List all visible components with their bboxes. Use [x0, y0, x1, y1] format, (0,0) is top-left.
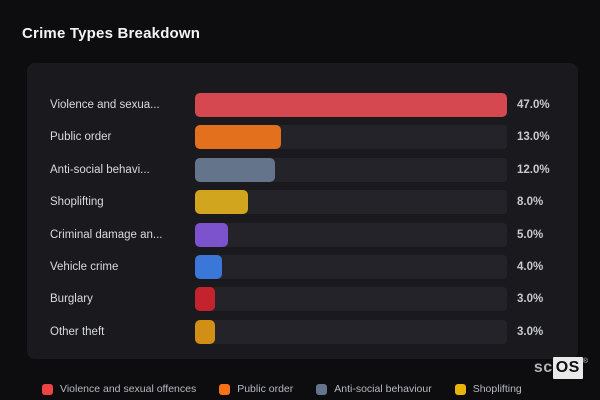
legend-label: Anti-social behaviour — [334, 383, 432, 395]
bar-value-label: 47.0% — [517, 99, 550, 111]
bar-segment[interactable] — [195, 157, 275, 182]
bar-category-label: Violence and sexua... — [50, 99, 160, 111]
bar-value-label: 3.0% — [517, 293, 544, 306]
bar-track — [195, 93, 507, 117]
legend-swatch-icon — [42, 383, 53, 395]
bar-category-label: Shoplifting — [50, 196, 104, 209]
bar-value-label: 13.0% — [517, 131, 550, 144]
bar-value-label: 8.0% — [517, 196, 544, 209]
bar-category-label: Other theft — [50, 325, 105, 338]
bar-category-label: Public order — [50, 131, 112, 144]
scos-watermark: sc OS ® — [534, 357, 588, 379]
chart-row: Other theft 3.0% — [50, 319, 569, 344]
bar-value-label: 12.0% — [517, 163, 550, 176]
legend-label: Shoplifting — [472, 383, 522, 395]
watermark-suffix: OS — [552, 357, 583, 379]
bar-track — [195, 287, 507, 312]
legend-swatch-icon — [454, 383, 466, 395]
bar-segment[interactable] — [195, 287, 215, 312]
bar-chart-rows: Violence and sexua... 47.0% Public order 13… — [50, 93, 569, 344]
bar-track — [195, 222, 507, 247]
bar-segment[interactable] — [195, 190, 249, 215]
legend-label: Public order — [237, 383, 294, 395]
bar-segment[interactable] — [195, 319, 215, 344]
chart-row: Shoplifting 8.0% — [50, 190, 569, 215]
bar-track — [195, 254, 507, 279]
bar-value-label: 3.0% — [517, 325, 544, 338]
bar-value-label: 5.0% — [517, 228, 544, 241]
bar-track — [195, 125, 507, 150]
page-title: Crime Types Breakdown — [22, 25, 201, 42]
legend-item[interactable]: Violence and sexual offences — [42, 383, 196, 395]
watermark-prefix: sc — [533, 359, 553, 376]
bar-value-label: 4.0% — [517, 260, 544, 273]
chart-card: Violence and sexua... 47.0% Public order 13… — [27, 63, 578, 359]
chart-legend: Violence and sexual offences Public order… — [42, 383, 522, 395]
chart-row: Public order 13.0% — [50, 125, 569, 150]
bar-category-label: Criminal damage an... — [50, 228, 163, 241]
bar-segment[interactable] — [195, 222, 229, 247]
bar-category-label: Anti-social behavi... — [50, 163, 150, 176]
bar-category-label: Burglary — [50, 293, 93, 306]
chart-row: Anti-social behavi... 12.0% — [50, 157, 569, 182]
bar-category-label: Vehicle crime — [50, 260, 119, 273]
chart-row: Criminal damage an... 5.0% — [50, 222, 569, 247]
bar-segment[interactable] — [195, 125, 282, 150]
legend-swatch-icon — [219, 383, 231, 395]
legend-swatch-icon — [316, 383, 328, 395]
legend-label: Violence and sexual offences — [60, 383, 197, 395]
bar-segment[interactable] — [195, 93, 507, 117]
bar-track — [195, 157, 507, 182]
chart-row: Burglary 3.0% — [50, 287, 569, 312]
legend-item[interactable]: Shoplifting — [454, 383, 522, 395]
chart-row: Vehicle crime 4.0% — [50, 254, 569, 279]
registered-trademark-icon: ® — [582, 358, 588, 365]
bar-segment[interactable] — [195, 254, 222, 279]
legend-item[interactable]: Anti-social behaviour — [316, 383, 432, 395]
chart-row: Violence and sexua... 47.0% — [50, 93, 569, 117]
legend-item[interactable]: Public order — [219, 383, 293, 395]
bar-track — [195, 190, 507, 215]
bar-track — [195, 319, 507, 344]
